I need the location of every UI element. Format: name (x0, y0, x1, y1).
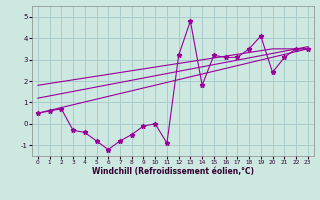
X-axis label: Windchill (Refroidissement éolien,°C): Windchill (Refroidissement éolien,°C) (92, 167, 254, 176)
